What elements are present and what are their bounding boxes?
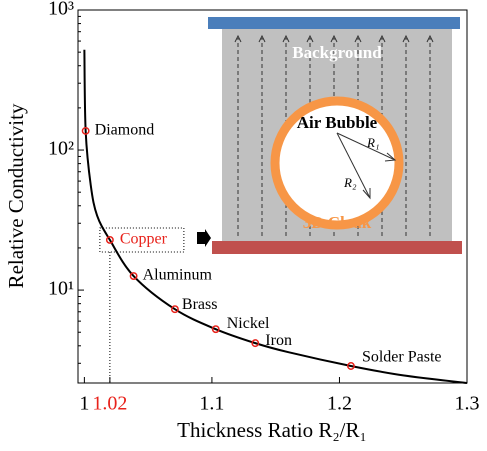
point-label: Aluminum — [143, 267, 213, 284]
bubble-label: Air Bubble — [297, 113, 378, 132]
plot-frame — [77, 9, 468, 384]
bottom-bar — [212, 241, 462, 254]
point-label: Solder Paste — [362, 349, 442, 366]
pointer-arrow — [197, 229, 211, 247]
x-tick-label: 1 — [79, 393, 89, 415]
point-label: Iron — [265, 332, 292, 349]
point-label: Nickel — [227, 315, 270, 332]
inset-diagram: Background Air Bubble 3D Cloak R₁ R₂ — [197, 17, 462, 254]
y-tick-label: 10¹ — [48, 278, 74, 300]
background-label: Background — [292, 43, 382, 62]
x-tick-label: 1.02 — [92, 393, 127, 415]
cloak-label: 3D Cloak — [303, 213, 372, 232]
data-point — [81, 126, 90, 135]
highlight-box — [99, 227, 185, 253]
arrow-heads — [234, 34, 434, 43]
point-label: Brass — [182, 296, 218, 313]
y-axis-label: Relative Conductivity — [4, 103, 28, 288]
curve — [83, 49, 468, 384]
x-tick-label: 1.1 — [199, 393, 224, 415]
point-label: Diamond — [95, 122, 155, 139]
x-tick-label: 1.2 — [327, 393, 352, 415]
x-tick-label: 1.3 — [455, 393, 480, 415]
radius-arrows — [336, 132, 397, 200]
data-point — [129, 272, 138, 280]
top-bar — [208, 17, 460, 29]
data-point — [105, 236, 114, 244]
y-tick-label: 10³ — [48, 0, 74, 20]
x-axis-label: Thickness Ratio R₂/R₁ — [177, 418, 367, 442]
r1-label: R₁ — [366, 135, 379, 150]
r2-label: R₂ — [343, 175, 357, 190]
point-label: Copper — [120, 231, 168, 248]
data-point — [170, 305, 179, 314]
data-point — [346, 362, 355, 370]
data-point — [211, 325, 220, 334]
data-point — [251, 339, 260, 348]
y-tick-label: 10² — [48, 138, 74, 160]
